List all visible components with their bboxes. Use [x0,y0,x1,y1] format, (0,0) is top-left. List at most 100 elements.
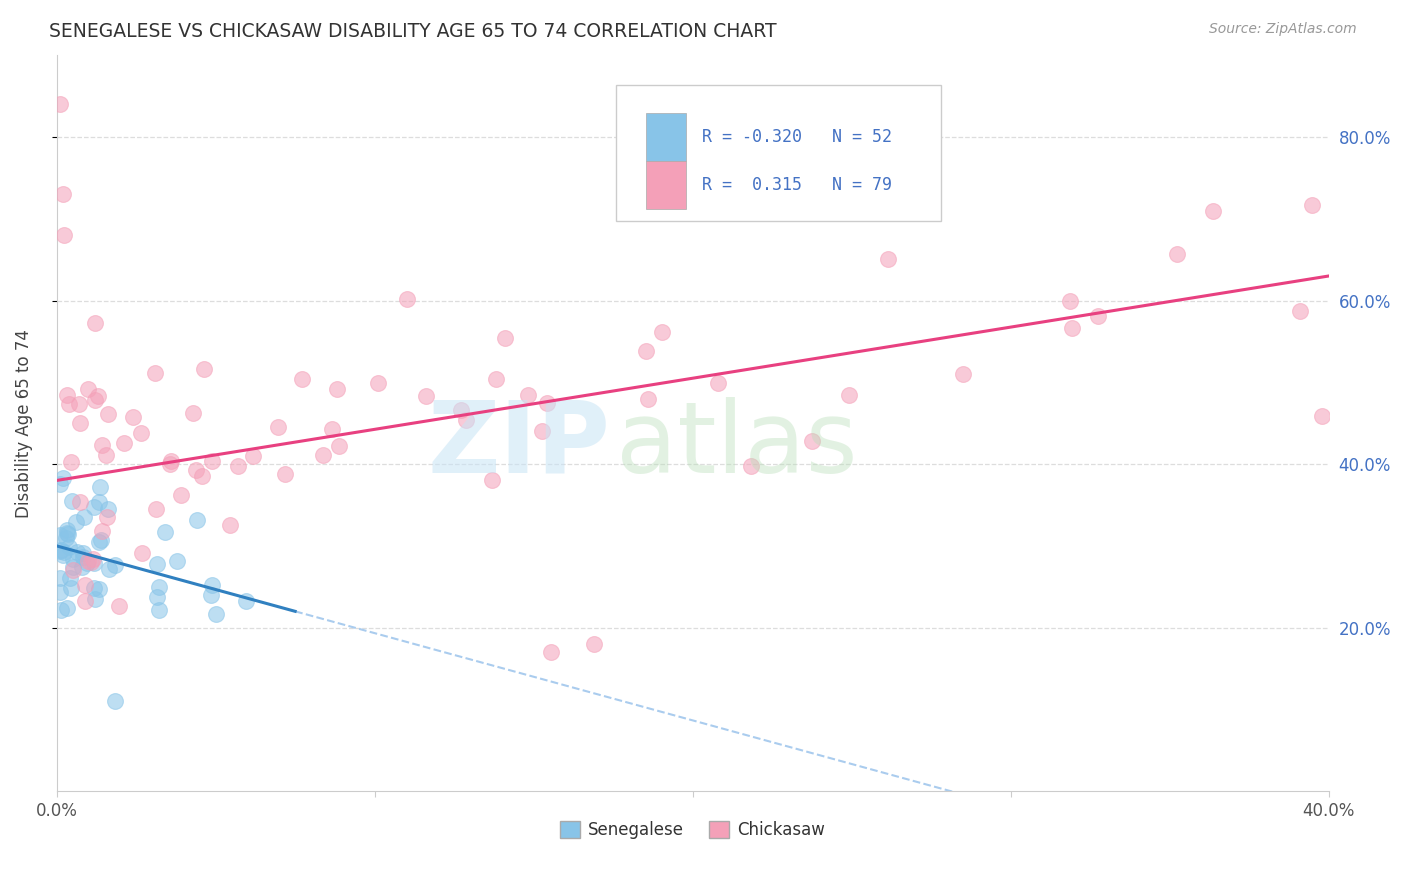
Point [83,556,105,570]
Point [367,376,389,390]
Point [49,97,72,112]
Point [56,388,79,402]
Point [200,588,222,602]
Point [160,454,183,468]
Point [87,388,110,402]
Point [583,637,606,651]
Point [83,581,105,595]
Point [89,480,111,494]
Point [87,495,110,509]
Text: atlas: atlas [616,397,858,494]
Point [145,502,167,516]
Point [49,476,72,491]
Point [877,252,900,266]
Point [60,455,83,469]
Point [181,406,204,420]
Y-axis label: Disability Age 65 to 74: Disability Age 65 to 74 [15,329,32,517]
Point [69,495,91,509]
Point [112,436,135,450]
FancyBboxPatch shape [616,85,941,220]
Point [76,556,98,570]
Legend: Senegalese, Chickasaw: Senegalese, Chickasaw [553,814,832,846]
Point [72,550,94,565]
Point [55,531,77,545]
Point [191,468,214,483]
Point [122,409,145,424]
Point [485,372,508,386]
Point [226,458,249,473]
Point [75,594,97,608]
Point [56,601,79,615]
Point [312,448,335,462]
Point [242,450,264,464]
Point [62,563,84,577]
Point [146,557,169,571]
Point [450,403,472,417]
Point [52,548,75,562]
Point [76,553,98,567]
Point [186,512,208,526]
Point [83,500,105,515]
Point [84,592,107,607]
FancyBboxPatch shape [645,113,686,161]
Point [148,603,170,617]
Point [52,228,75,243]
Point [131,546,153,560]
Point [1202,204,1225,219]
Point [148,580,170,594]
Point [531,424,554,438]
Point [59,571,82,585]
Point [87,534,110,549]
Text: ZIP: ZIP [427,397,610,494]
Point [219,518,242,533]
Point [52,471,75,485]
Point [143,366,166,380]
Point [193,361,215,376]
Point [72,546,94,560]
Point [952,367,974,381]
Point [184,462,207,476]
Point [205,607,228,622]
Point [454,413,477,427]
Point [1166,247,1188,261]
Point [84,316,107,330]
Point [58,541,80,555]
Point [59,581,82,595]
Point [96,509,118,524]
Point [58,527,80,541]
Point [49,603,72,617]
Point [84,393,107,408]
Point [166,554,188,568]
Point [66,545,89,559]
Point [801,434,824,449]
Point [87,582,110,596]
Point [328,439,350,453]
Point [540,645,562,659]
Point [98,562,121,576]
Text: Source: ZipAtlas.com: Source: ZipAtlas.com [1209,22,1357,37]
Point [56,523,79,537]
Point [90,524,112,538]
Point [65,516,87,530]
Point [82,552,104,566]
Point [107,599,129,613]
Point [1301,198,1323,212]
Point [326,382,349,396]
Point [52,545,75,559]
Point [536,395,558,409]
Point [90,533,112,547]
Point [707,376,730,390]
Point [90,438,112,452]
Point [170,488,193,502]
Point [267,419,290,434]
Point [76,382,98,396]
Point [60,494,83,508]
Point [155,524,177,539]
Point [49,543,72,558]
Point [291,372,314,386]
Point [72,560,94,574]
Point [1289,304,1312,318]
Point [94,448,117,462]
Point [73,510,96,524]
Point [69,416,91,430]
